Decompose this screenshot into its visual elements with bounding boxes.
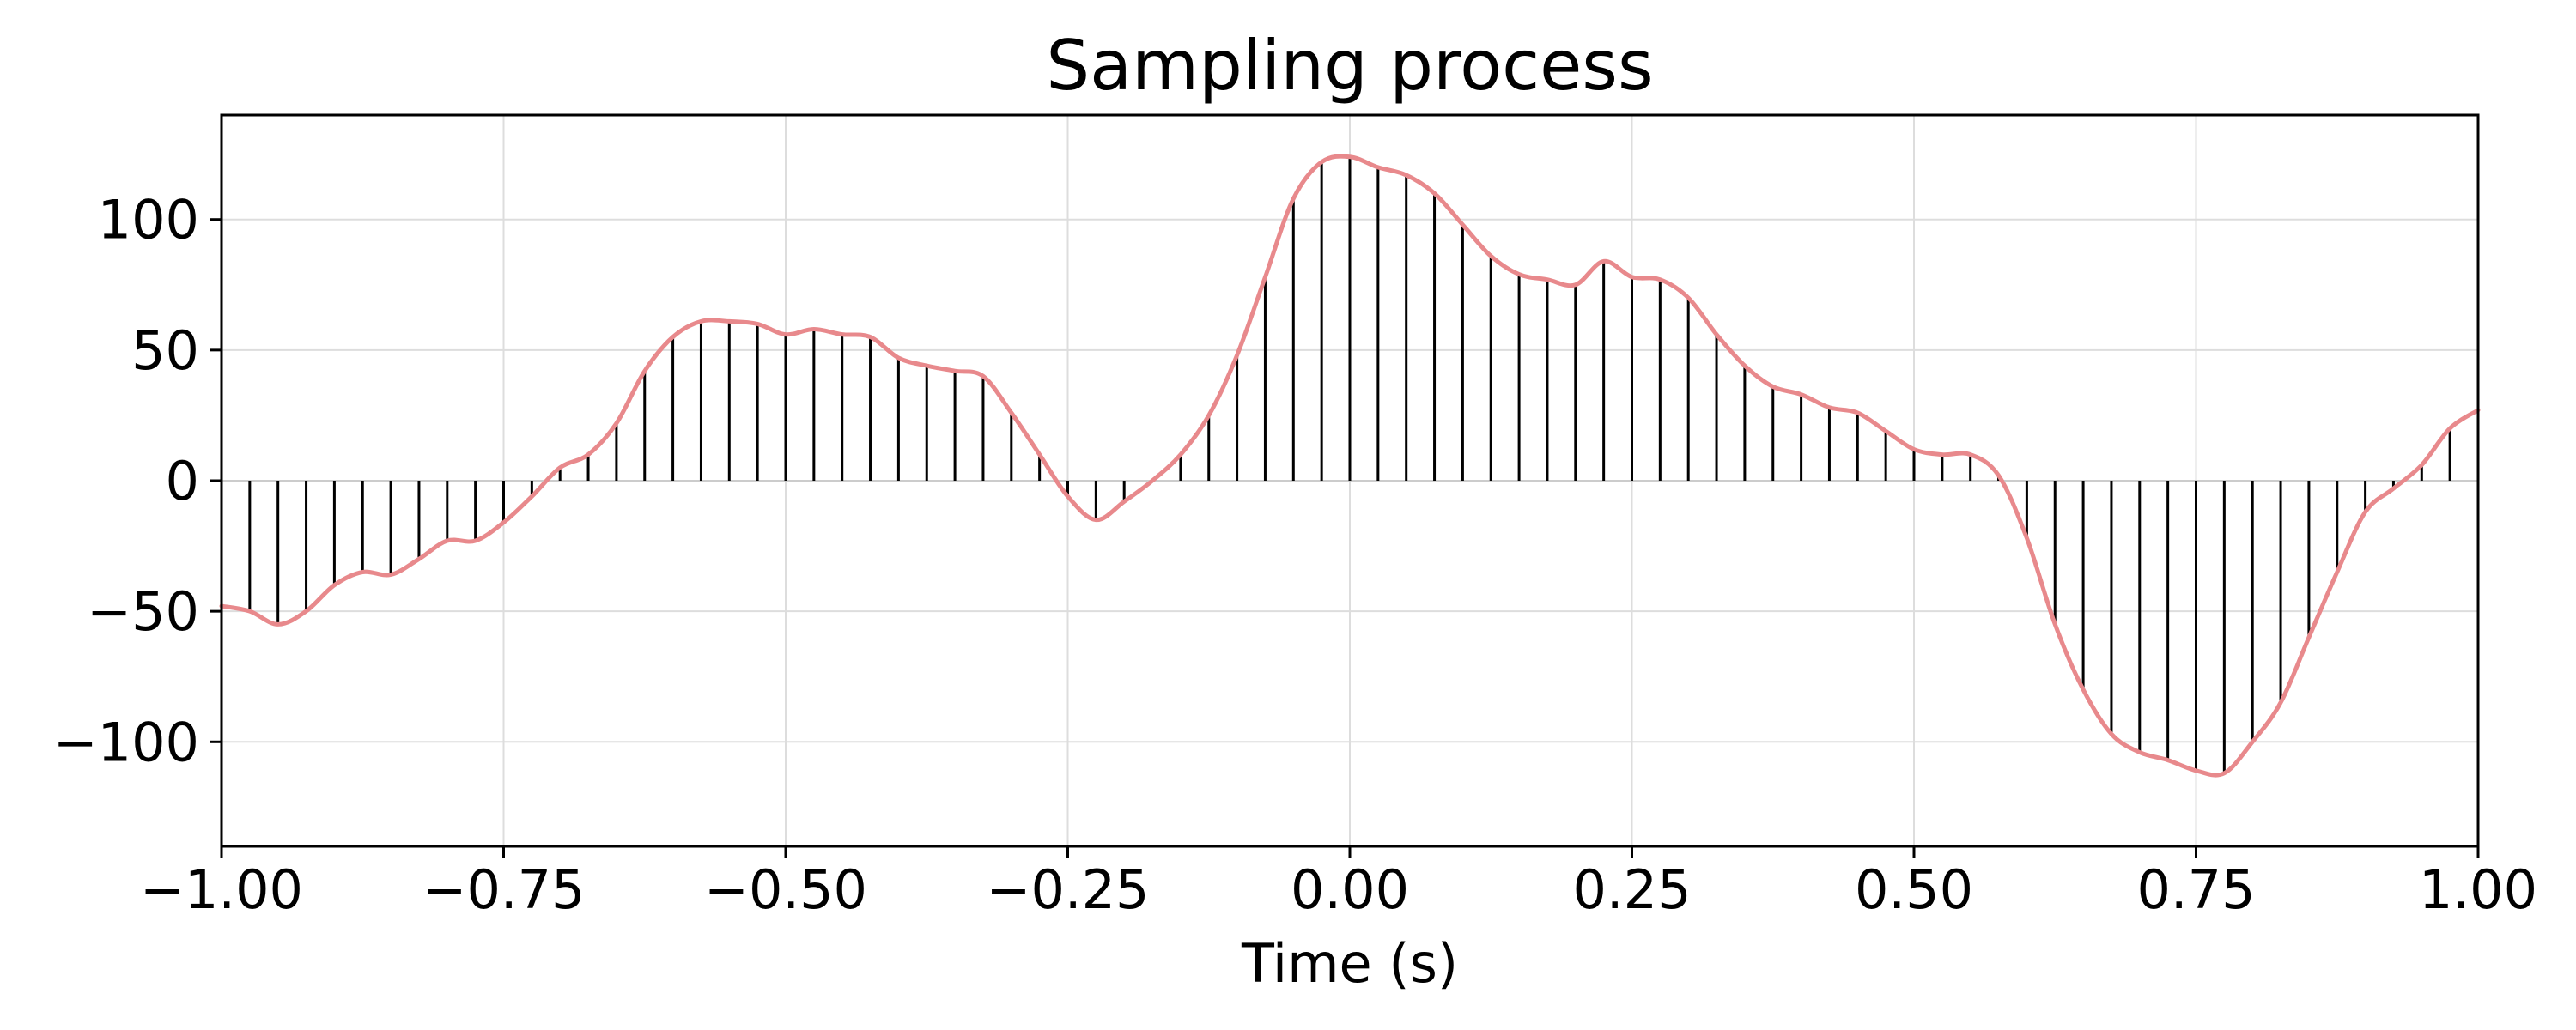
stem-series — [248, 156, 2451, 773]
x-tick-label: 0.75 — [2136, 858, 2255, 921]
y-tick-label: −100 — [53, 711, 199, 773]
chart-title: Sampling process — [1046, 26, 1653, 106]
x-tick-label: 0.00 — [1291, 858, 1409, 921]
y-tick-label: 100 — [98, 189, 199, 251]
x-tick-label: −0.75 — [422, 858, 586, 921]
signal-line — [219, 154, 2481, 778]
x-axis: −1.00 −0.75 −0.50 −0.25 0.00 0.25 0.50 0.75 1.00 — [140, 846, 2537, 921]
y-tick-label: 50 — [131, 319, 199, 382]
x-tick-label: 0.50 — [1855, 858, 1973, 921]
y-tick-label: 0 — [166, 450, 199, 512]
y-tick-label: −50 — [87, 580, 199, 643]
x-tick-label: 0.25 — [1572, 858, 1691, 921]
x-tick-label: −0.25 — [987, 858, 1150, 921]
x-tick-label: 1.00 — [2419, 858, 2537, 921]
x-tick-label: −0.50 — [704, 858, 867, 921]
x-tick-label: −1.00 — [140, 858, 303, 921]
x-axis-label: Time (s) — [1241, 932, 1458, 995]
y-axis: −100 −50 0 50 100 — [53, 189, 222, 773]
